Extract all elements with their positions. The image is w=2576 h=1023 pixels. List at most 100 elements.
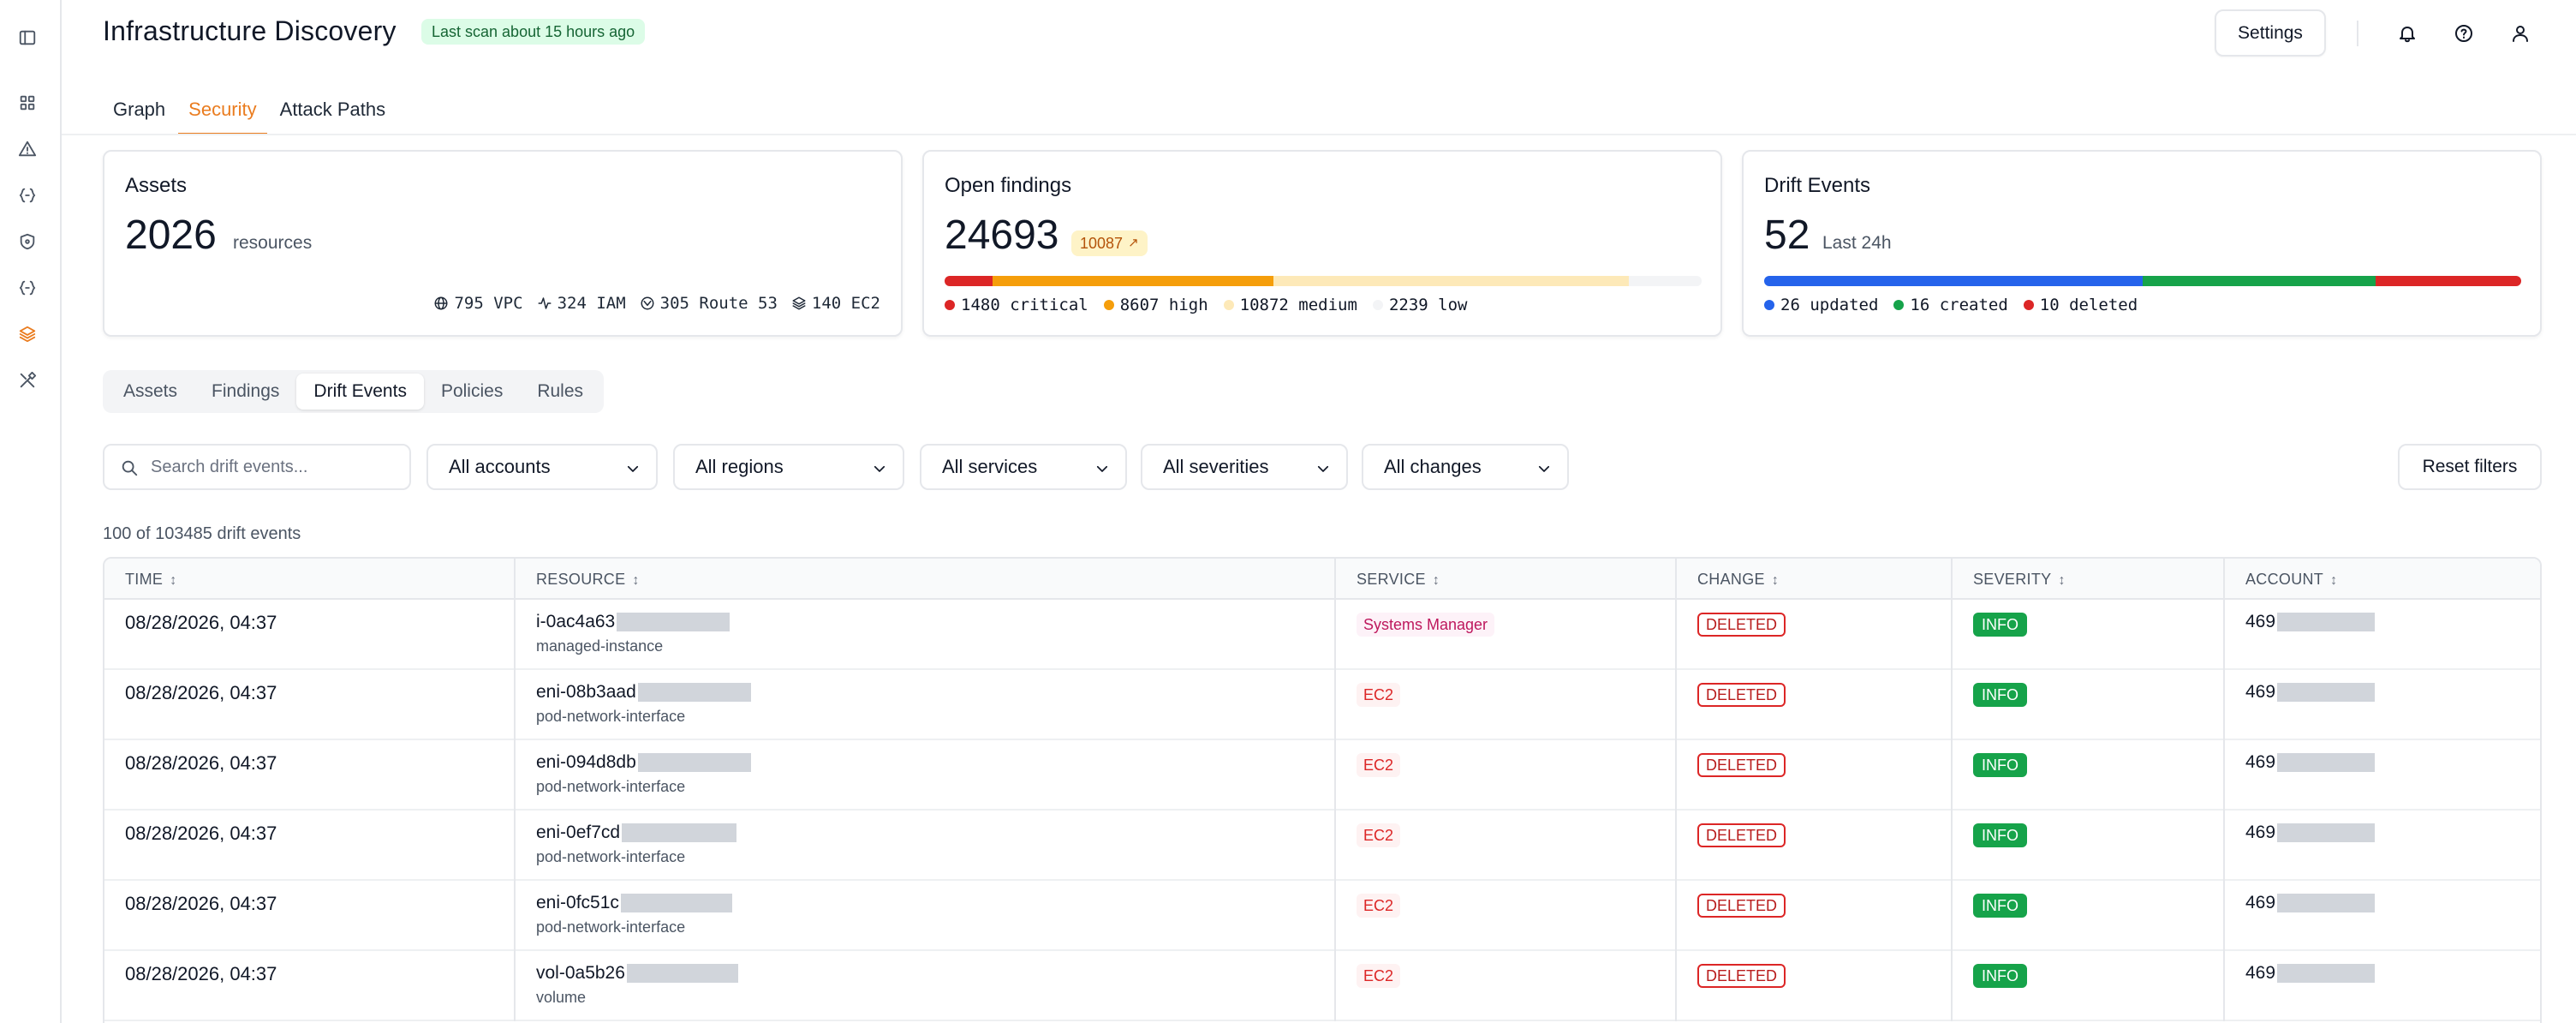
service-badge: EC2: [1357, 964, 1401, 988]
changes-select[interactable]: All changes: [1362, 444, 1569, 490]
account-id: 469: [2245, 963, 2540, 984]
legend-dot: [1103, 300, 1114, 310]
resource-type: pod-network-interface: [536, 778, 686, 795]
column-header-severity[interactable]: SEVERITY ↕: [1951, 559, 2223, 600]
severities-select[interactable]: All severities: [1141, 444, 1348, 490]
assets-card-title: Assets: [125, 174, 188, 197]
redacted-block: [2277, 683, 2376, 702]
change-badge: DELETED: [1697, 894, 1786, 918]
sidebar-toggle-icon[interactable]: [15, 26, 39, 50]
event-time: 08/28/2026, 04:37: [125, 963, 277, 984]
severity-badge: INFO: [1973, 823, 2027, 847]
account-id: 469: [2245, 752, 2540, 773]
tabs-divider: [62, 134, 2576, 135]
cell-resource: i-0ac4a63 managed-instance: [514, 600, 1334, 670]
tools-icon[interactable]: [15, 368, 39, 392]
subtab-findings[interactable]: Findings: [212, 381, 280, 401]
changes-select-value: All changes: [1384, 456, 1482, 477]
legend-item: 1480 critical: [945, 296, 1088, 314]
cell-resource: vol-0a5b26 volume: [514, 951, 1334, 1021]
tab-security[interactable]: Security: [178, 96, 267, 135]
search-input[interactable]: [151, 457, 391, 477]
services-select-value: All services: [942, 456, 1038, 477]
layers-icon: [792, 296, 806, 310]
cell-change: DELETED: [1675, 881, 1951, 951]
resource-id[interactable]: eni-094d8db: [536, 752, 1334, 773]
cell-account: 469: [2223, 951, 2540, 1021]
service-badge: EC2: [1357, 823, 1401, 847]
reset-filters-button[interactable]: Reset filters: [2398, 444, 2542, 490]
chevron-down-icon: [1538, 465, 1550, 472]
dashboard-grid-icon[interactable]: [15, 91, 39, 115]
column-label-time: TIME: [125, 571, 164, 588]
redacted-block: [2277, 753, 2376, 772]
account-id-text: 469: [2245, 823, 2276, 842]
resource-id[interactable]: eni-0ef7cd: [536, 823, 1334, 843]
asset-stat-route53: 305 Route 53: [640, 294, 778, 313]
column-header-change[interactable]: CHANGE ↕: [1675, 559, 1951, 600]
legend-item: 8607 high: [1103, 296, 1208, 314]
page-title: Infrastructure Discovery: [103, 15, 397, 46]
drift-change-bar: [1764, 276, 2521, 286]
code-braces-icon[interactable]: [15, 276, 39, 300]
asset-stat-vpc: 795 VPC: [433, 294, 523, 313]
legend-item: 2239 low: [1372, 296, 1468, 314]
column-header-resource[interactable]: RESOURCE ↕: [514, 559, 1334, 600]
shield-icon[interactable]: [15, 230, 39, 254]
drift-card-title: Drift Events: [1764, 174, 1871, 197]
regions-select[interactable]: All regions: [673, 444, 904, 490]
layers-icon[interactable]: [15, 322, 39, 346]
severity-badge: INFO: [1973, 613, 2027, 637]
settings-button[interactable]: Settings: [2215, 9, 2326, 57]
services-select[interactable]: All services: [920, 444, 1127, 490]
table-row[interactable]: 08/28/2026, 04:37 eni-08b3aad pod-network-…: [104, 670, 2540, 740]
code-braces-icon[interactable]: [15, 183, 39, 207]
legend-label: 2239 low: [1388, 296, 1468, 314]
tab-attack-paths[interactable]: Attack Paths: [279, 99, 386, 120]
column-header-service[interactable]: SERVICE ↕: [1334, 559, 1675, 600]
asset-stats: 795 VPC 324 IAM 305 Route 53 140 EC2: [433, 294, 880, 313]
cell-change: DELETED: [1675, 600, 1951, 670]
resource-id-text: eni-094d8db: [536, 752, 636, 772]
resource-id[interactable]: i-0ac4a63: [536, 612, 1334, 632]
subtab-assets[interactable]: Assets: [123, 381, 178, 401]
globe-icon: [434, 296, 448, 310]
severity-badge: INFO: [1973, 683, 2027, 707]
resource-id-text: i-0ac4a63: [536, 612, 616, 631]
tab-graph[interactable]: Graph: [113, 99, 166, 120]
resource-id[interactable]: vol-0a5b26: [536, 963, 1334, 984]
column-header-time[interactable]: TIME ↕: [104, 559, 514, 600]
bell-icon[interactable]: [2391, 17, 2424, 50]
table-row[interactable]: 08/28/2026, 04:37 vol-0a5b26 volume EC2 DELE…: [104, 951, 2540, 1021]
redacted-block: [637, 683, 751, 702]
account-id-text: 469: [2245, 752, 2276, 772]
table-row[interactable]: 08/28/2026, 04:37 eni-0fc51c pod-network-i…: [104, 881, 2540, 951]
resource-id[interactable]: eni-08b3aad: [536, 682, 1334, 703]
asset-stat-iam-text: 324 IAM: [557, 294, 626, 313]
table-row[interactable]: 08/28/2026, 04:37 i-0ac4a63 managed-instan…: [104, 600, 2540, 670]
redacted-block: [2277, 894, 2376, 912]
cell-time: 08/28/2026, 04:37: [104, 740, 514, 811]
column-label-account: ACCOUNT: [2245, 571, 2324, 588]
resource-id[interactable]: eni-0fc51c: [536, 893, 1334, 913]
alert-triangle-icon[interactable]: [15, 137, 39, 161]
help-icon[interactable]: [2448, 17, 2480, 50]
redacted-block: [2277, 613, 2376, 631]
subtab-policies[interactable]: Policies: [440, 381, 504, 401]
cell-severity: INFO: [1951, 951, 2223, 1021]
cell-account: 469: [2223, 740, 2540, 811]
findings-delta-badge: 10087 ↗: [1071, 230, 1148, 256]
accounts-select[interactable]: All accounts: [426, 444, 658, 490]
asset-stat-vpc-text: 795 VPC: [454, 294, 523, 313]
subtab-rules[interactable]: Rules: [537, 381, 584, 401]
table-row[interactable]: 08/28/2026, 04:37 eni-0ef7cd pod-network-i…: [104, 811, 2540, 881]
findings-card-title: Open findings: [945, 174, 1072, 197]
user-icon[interactable]: [2504, 17, 2537, 50]
cell-change: DELETED: [1675, 811, 1951, 881]
subtab-drift-events[interactable]: Drift Events: [296, 374, 424, 410]
cell-resource: eni-094d8db pod-network-interface: [514, 740, 1334, 811]
cell-account: 469: [2223, 881, 2540, 951]
column-header-account[interactable]: ACCOUNT ↕: [2223, 559, 2540, 600]
table-row[interactable]: 08/28/2026, 04:37 eni-094d8db pod-network-…: [104, 740, 2540, 811]
chevron-down-icon: [1317, 465, 1329, 472]
